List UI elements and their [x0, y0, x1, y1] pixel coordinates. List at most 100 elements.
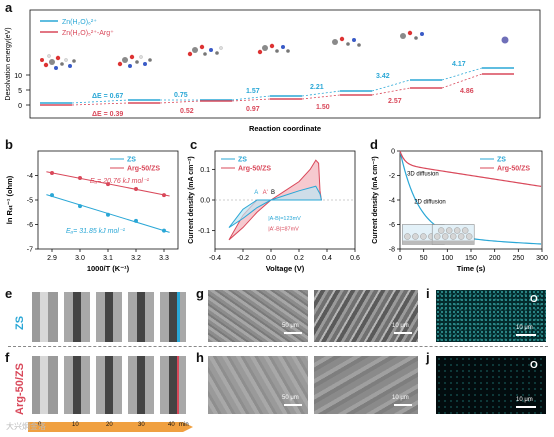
- panel-a-ylabel: Desolvation energy(eV): [5, 27, 12, 100]
- panel-f-strip-row: [28, 356, 190, 414]
- panel-b-point: [162, 193, 166, 198]
- panel-a-chart: 0 5 10 Desolvation energy(eV) Reaction c…: [5, 9, 541, 133]
- panel-d-xtick: 0: [398, 255, 402, 262]
- panel-c-xtick: -0.2: [237, 255, 249, 262]
- panel-a-zs-val-3: 1.57: [246, 88, 260, 95]
- panel-letter-j: j: [426, 350, 430, 365]
- panel-c-ylabel: Current density (mA cm⁻²): [188, 156, 195, 243]
- panel-c-xlabel: Voltage (V): [266, 264, 305, 273]
- panel-b-ytick: -5: [27, 198, 33, 205]
- panel-c-legend-arg: Arg-50/ZS: [238, 166, 271, 173]
- panel-a-ytick-5: 5: [18, 88, 22, 95]
- panel-a-de-arg: ΔE = 0.39: [92, 111, 123, 118]
- panel-c-ytick: 0.1: [200, 167, 210, 174]
- panel-a-molecule-structures: [40, 30, 509, 70]
- panel-d-legend-zs: ZS: [497, 157, 506, 164]
- sem-h-high: 10 μm: [314, 356, 418, 414]
- panel-a-de-zs: ΔE = 0.67: [92, 93, 123, 100]
- panel-b-point: [106, 182, 110, 187]
- panel-d-ytick: 0: [391, 149, 395, 156]
- panel-a-zs-val-6: 4.17: [452, 61, 466, 68]
- panel-a-arg-val-3: 0.97: [246, 106, 260, 113]
- panel-d-chart: 0 50 100 150 200 250 300 0 -2 -4 -6 -8 Time (s) Curre…: [372, 149, 548, 274]
- panel-c-xtick: 0.0: [266, 255, 276, 262]
- panel-a-arg-val-2: 0.52: [180, 108, 194, 115]
- panel-b-point: [162, 228, 166, 233]
- panel-c-xtick: 0.4: [322, 255, 332, 262]
- panel-a-arg-val-4: 1.50: [316, 104, 330, 111]
- panel-c-xtick: -0.4: [209, 255, 221, 262]
- panel-d-ylabel: Current density (mA cm⁻²): [372, 156, 379, 243]
- panel-letter-f: f: [5, 350, 10, 365]
- panel-b-ytick: -7: [27, 247, 33, 254]
- panel-a-zs-levels: [40, 67, 514, 104]
- panel-b-ytick: -4: [27, 173, 33, 180]
- panel-a-ytick-0: 0: [18, 103, 22, 110]
- panel-d-xtick: 50: [420, 255, 428, 262]
- panel-c-zs-curve: [228, 185, 323, 228]
- panel-letter-g: g: [196, 286, 204, 301]
- panel-letter-i: i: [426, 286, 430, 301]
- panel-c-ytick: -0.1: [198, 228, 210, 235]
- panel-b-point: [106, 212, 110, 217]
- panel-b-point: [78, 204, 82, 209]
- panel-c-annot-apb: |A'-B|=87mV: [268, 227, 299, 233]
- panel-e-strip-row: [28, 292, 190, 342]
- panel-a-zs-val-4: 2.21: [310, 84, 324, 91]
- panel-b-legend-arg: Arg-50/ZS: [127, 166, 160, 173]
- panel-a-arg-levels: [40, 73, 514, 106]
- panel-b-point: [78, 175, 82, 180]
- panel-d-xtick: 150: [465, 255, 477, 262]
- panel-d-xtick: 100: [441, 255, 453, 262]
- panel-c-annot-ab: |A-B|=123mV: [268, 216, 301, 222]
- panel-b-xtick: 3.3: [159, 255, 169, 262]
- eds-i-map: O 10 μm: [436, 290, 546, 342]
- panel-d-legend-arg: Arg-50/ZS: [497, 166, 530, 173]
- panel-a-legend-arg: Zn(H₂O)₅²⁺-Arg⁺: [62, 30, 114, 37]
- panel-c-xtick: 0.6: [350, 255, 360, 262]
- panel-letter-a: a: [5, 0, 13, 15]
- panel-b-point: [134, 218, 138, 223]
- panel-letter-d: d: [370, 137, 378, 152]
- panel-letter-e: e: [5, 286, 13, 301]
- panel-a-ytick-10: 10: [14, 73, 22, 80]
- panel-b-ea-zs: Eₐ= 31.85 kJ mol⁻¹: [66, 228, 126, 235]
- panel-d-annot-2d: 2D diffusion: [414, 200, 446, 206]
- panel-b-point: [50, 193, 54, 198]
- panel-d-annot-3d: 3D diffusion: [407, 172, 439, 178]
- panel-d-xlabel: Time (s): [457, 264, 486, 273]
- panel-d-ytick: -6: [389, 222, 395, 229]
- panel-a-zs-val-2: 0.75: [174, 92, 188, 99]
- panel-c-ytick: 0.0: [200, 198, 210, 205]
- panel-b-ylabel: ln Rₛₜ⁻¹ (ohm): [5, 175, 14, 224]
- panel-a-arg-val-5: 2.57: [388, 98, 402, 105]
- panel-b-chart: 2.9 3.0 3.1 3.2 3.3 -4 -5 -6 -7 1000/T (K⁻¹) ln Rₛ…: [5, 150, 179, 273]
- panel-a-frame: [29, 9, 541, 119]
- panel-d-ytick: -8: [389, 247, 395, 254]
- panel-c-annot-a: A: [254, 190, 258, 196]
- sem-g-high: 10 μm: [314, 290, 418, 342]
- eds-j-map: O 10 μm: [436, 356, 546, 414]
- sem-g-low: 50 μm: [208, 290, 308, 342]
- panel-f-label: Arg-50/ZS: [14, 363, 26, 415]
- panel-c-xtick: 0.2: [294, 255, 304, 262]
- panel-a-xlabel: Reaction coordinate: [249, 124, 321, 133]
- panel-d-arg-curve: [399, 150, 542, 187]
- panel-divider: [8, 346, 548, 347]
- panel-a-legend-zs: Zn(H₂O)₆²⁺: [62, 19, 97, 26]
- panel-b-xtick: 3.0: [75, 255, 85, 262]
- panel-b-xtick: 2.9: [47, 255, 57, 262]
- panel-d-ytick: -4: [389, 198, 395, 205]
- watermark: 大兴炯金洛: [6, 422, 46, 431]
- panel-e-label: ZS: [14, 315, 26, 330]
- panel-b-legend-zs: ZS: [127, 157, 136, 164]
- panel-d-xtick: 250: [512, 255, 524, 262]
- panel-letter-b: b: [5, 137, 13, 152]
- panel-d-xtick: 300: [536, 255, 548, 262]
- panel-c-annot-b: B: [271, 190, 275, 196]
- time-axis-labels: 0 10 20 30 40 min: [38, 422, 189, 428]
- panel-b-ea-arg: Eₐ= 20.76 kJ mol⁻¹: [90, 178, 150, 185]
- sem-h-low: 50 μm: [208, 356, 308, 414]
- panel-c-chart: -0.4 -0.2 0.0 0.2 0.4 0.6 0.1 0.0 -0.1 Voltage (V…: [188, 150, 360, 273]
- panel-b-point: [50, 171, 54, 176]
